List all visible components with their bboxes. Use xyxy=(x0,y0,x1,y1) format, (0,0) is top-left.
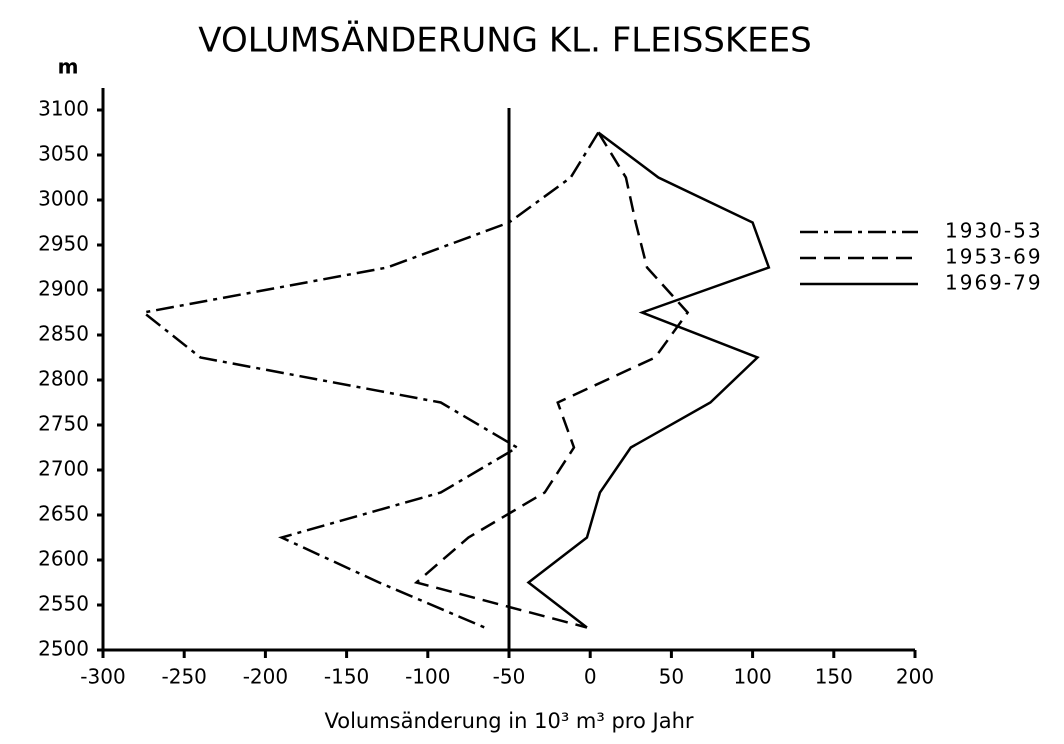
legend-label: 1969-79 xyxy=(945,271,1043,295)
x-tick-label: -250 xyxy=(162,665,207,689)
x-tick-label: -300 xyxy=(80,665,125,689)
x-axis-label: Volumsänderung in 10³ m³ pro Jahr xyxy=(324,709,693,733)
y-tick-label: 2650 xyxy=(38,502,89,526)
x-tick-label: 150 xyxy=(815,665,853,689)
data-line xyxy=(526,131,771,629)
x-tick-label: -100 xyxy=(405,665,450,689)
y-tick-label: 3050 xyxy=(38,142,89,166)
legend-label: 1930-53 xyxy=(945,219,1043,243)
y-tick-label: 2550 xyxy=(38,592,89,616)
y-tick-label: 2750 xyxy=(38,412,89,436)
x-tick-label: 50 xyxy=(659,665,684,689)
x-tick-label: 0 xyxy=(584,665,597,689)
y-tick-label: 2800 xyxy=(38,367,89,391)
y-tick-label: 3000 xyxy=(38,187,89,211)
x-tick-label: 200 xyxy=(896,665,934,689)
y-axis-label: m xyxy=(58,55,79,79)
y-tick-label: 2950 xyxy=(38,232,89,256)
data-line xyxy=(413,131,690,629)
data-line xyxy=(140,131,600,629)
chart-title: VOLUMSÄNDERUNG KL. FLEISSKEES xyxy=(198,21,811,61)
y-tick-label: 3100 xyxy=(38,97,89,121)
y-tick-label: 2700 xyxy=(38,457,89,481)
x-tick-label: -150 xyxy=(324,665,369,689)
x-tick-label: -50 xyxy=(493,665,526,689)
y-tick-label: 2500 xyxy=(38,637,89,661)
y-tick-label: 2900 xyxy=(38,277,89,301)
y-tick-label: 2600 xyxy=(38,547,89,571)
y-tick-label: 2850 xyxy=(38,322,89,346)
x-tick-label: -200 xyxy=(243,665,288,689)
x-tick-label: 100 xyxy=(734,665,772,689)
legend-label: 1953-69 xyxy=(945,245,1043,269)
